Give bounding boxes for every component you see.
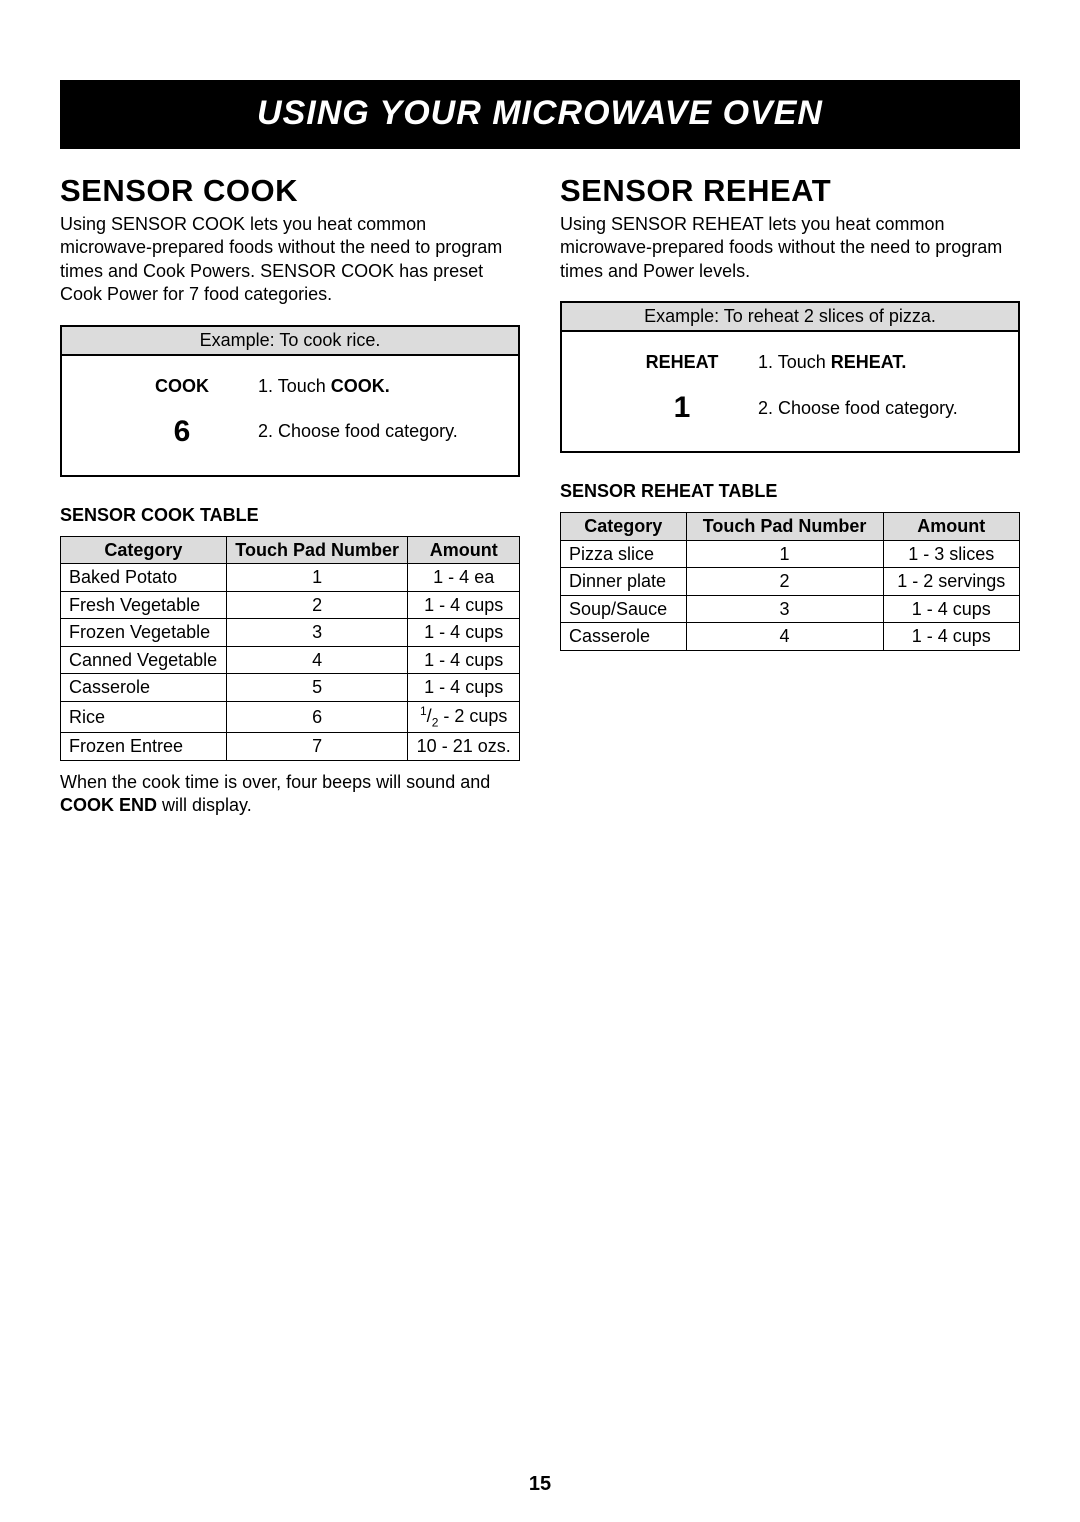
cook-num-1: 2 (226, 591, 408, 619)
reheat-th-amount: Amount (883, 513, 1019, 541)
sensor-reheat-table: Category Touch Pad Number Amount Pizza s… (560, 512, 1020, 651)
cook-example-header: Example: To cook rice. (62, 327, 518, 356)
cook-example-text-1: 1. Touch COOK. (242, 376, 488, 397)
reheat-example-text-2: 2. Choose food category. (742, 398, 988, 419)
post-note-strong: COOK END (60, 795, 157, 815)
post-note-suffix: will display. (157, 795, 252, 815)
cook-step1-strong: COOK. (331, 376, 390, 396)
two-column-layout: SENSOR COOK Using SENSOR COOK lets you h… (60, 173, 1020, 835)
cook-num-6: 7 (226, 733, 408, 761)
post-note-prefix: When the cook time is over, four beeps w… (60, 772, 490, 792)
cook-amt-2: 1 - 4 cups (408, 619, 520, 647)
cook-cat-5: Rice (61, 701, 227, 733)
cook-amt-3: 1 - 4 cups (408, 646, 520, 674)
reheat-example-label-2: 1 (622, 391, 742, 425)
left-column: SENSOR COOK Using SENSOR COOK lets you h… (60, 173, 520, 835)
reheat-amt-0: 1 - 3 slices (883, 540, 1019, 568)
reheat-example-row-1: REHEAT 1. Touch REHEAT. (622, 352, 988, 373)
sensor-reheat-title: SENSOR REHEAT (560, 173, 1020, 209)
cook-table-title: SENSOR COOK TABLE (60, 505, 520, 526)
reheat-example-body: REHEAT 1. Touch REHEAT. 1 2. Choose food… (562, 332, 1018, 451)
cook-num-4: 5 (226, 674, 408, 702)
reheat-table-title: SENSOR REHEAT TABLE (560, 481, 1020, 502)
reheat-th-category: Category (561, 513, 687, 541)
table-row: Pizza slice11 - 3 slices (561, 540, 1020, 568)
cook-num-2: 3 (226, 619, 408, 647)
reheat-cat-1: Dinner plate (561, 568, 687, 596)
reheat-num-0: 1 (686, 540, 883, 568)
reheat-cat-0: Pizza slice (561, 540, 687, 568)
reheat-step1-prefix: 1. Touch (758, 352, 831, 372)
banner-title: USING YOUR MICROWAVE OVEN (60, 80, 1020, 149)
cook-amt-6: 10 - 21 ozs. (408, 733, 520, 761)
table-row: Fresh Vegetable21 - 4 cups (61, 591, 520, 619)
cook-cat-0: Baked Potato (61, 564, 227, 592)
page-number: 15 (0, 1473, 1080, 1496)
reheat-example-label-1: REHEAT (622, 352, 742, 373)
cook-post-note: When the cook time is over, four beeps w… (60, 771, 520, 818)
rice-num: 1 (420, 704, 427, 718)
reheat-cat-2: Soup/Sauce (561, 595, 687, 623)
table-row: Soup/Sauce31 - 4 cups (561, 595, 1020, 623)
reheat-amt-3: 1 - 4 cups (883, 623, 1019, 651)
table-row: Casserole51 - 4 cups (61, 674, 520, 702)
table-row: Frozen Vegetable31 - 4 cups (61, 619, 520, 647)
cook-example-label-2: 6 (122, 415, 242, 449)
cook-th-number: Touch Pad Number (226, 536, 408, 564)
sensor-reheat-intro: Using SENSOR REHEAT lets you heat common… (560, 213, 1020, 283)
sensor-cook-title: SENSOR COOK (60, 173, 520, 209)
cook-cat-2: Frozen Vegetable (61, 619, 227, 647)
table-row: Frozen Entree710 - 21 ozs. (61, 733, 520, 761)
reheat-amt-2: 1 - 4 cups (883, 595, 1019, 623)
reheat-example-box: Example: To reheat 2 slices of pizza. RE… (560, 301, 1020, 453)
reheat-num-3: 4 (686, 623, 883, 651)
cook-example-label-1: COOK (122, 376, 242, 397)
reheat-example-row-2: 1 2. Choose food category. (622, 391, 988, 425)
cook-th-amount: Amount (408, 536, 520, 564)
cook-amt-0: 1 - 4 ea (408, 564, 520, 592)
reheat-example-header: Example: To reheat 2 slices of pizza. (562, 303, 1018, 332)
reheat-step1-strong: REHEAT. (831, 352, 907, 372)
cook-cat-1: Fresh Vegetable (61, 591, 227, 619)
cook-num-5: 6 (226, 701, 408, 733)
cook-cat-3: Canned Vegetable (61, 646, 227, 674)
reheat-amt-1: 1 - 2 servings (883, 568, 1019, 596)
reheat-cat-3: Casserole (561, 623, 687, 651)
table-row: Rice61/2 - 2 cups (61, 701, 520, 733)
table-row: Canned Vegetable41 - 4 cups (61, 646, 520, 674)
cook-th-category: Category (61, 536, 227, 564)
table-row: Baked Potato11 - 4 ea (61, 564, 520, 592)
table-row: Dinner plate21 - 2 servings (561, 568, 1020, 596)
cook-example-row-1: COOK 1. Touch COOK. (122, 376, 488, 397)
rice-suffix: - 2 cups (438, 706, 507, 726)
sensor-cook-table: Category Touch Pad Number Amount Baked P… (60, 536, 520, 761)
cook-example-text-2: 2. Choose food category. (242, 421, 488, 442)
right-column: SENSOR REHEAT Using SENSOR REHEAT lets y… (560, 173, 1020, 835)
cook-amt-4: 1 - 4 cups (408, 674, 520, 702)
reheat-example-text-1: 1. Touch REHEAT. (742, 352, 988, 373)
reheat-th-number: Touch Pad Number (686, 513, 883, 541)
cook-amt-1: 1 - 4 cups (408, 591, 520, 619)
cook-amt-5: 1/2 - 2 cups (408, 701, 520, 733)
page: USING YOUR MICROWAVE OVEN SENSOR COOK Us… (0, 0, 1080, 1522)
cook-cat-4: Casserole (61, 674, 227, 702)
cook-cat-6: Frozen Entree (61, 733, 227, 761)
cook-num-0: 1 (226, 564, 408, 592)
cook-table-header-row: Category Touch Pad Number Amount (61, 536, 520, 564)
reheat-num-1: 2 (686, 568, 883, 596)
reheat-num-2: 3 (686, 595, 883, 623)
cook-example-body: COOK 1. Touch COOK. 6 2. Choose food cat… (62, 356, 518, 475)
cook-num-3: 4 (226, 646, 408, 674)
reheat-table-header-row: Category Touch Pad Number Amount (561, 513, 1020, 541)
cook-example-row-2: 6 2. Choose food category. (122, 415, 488, 449)
cook-example-box: Example: To cook rice. COOK 1. Touch COO… (60, 325, 520, 477)
sensor-cook-intro: Using SENSOR COOK lets you heat common m… (60, 213, 520, 307)
cook-step1-prefix: 1. Touch (258, 376, 331, 396)
table-row: Casserole41 - 4 cups (561, 623, 1020, 651)
